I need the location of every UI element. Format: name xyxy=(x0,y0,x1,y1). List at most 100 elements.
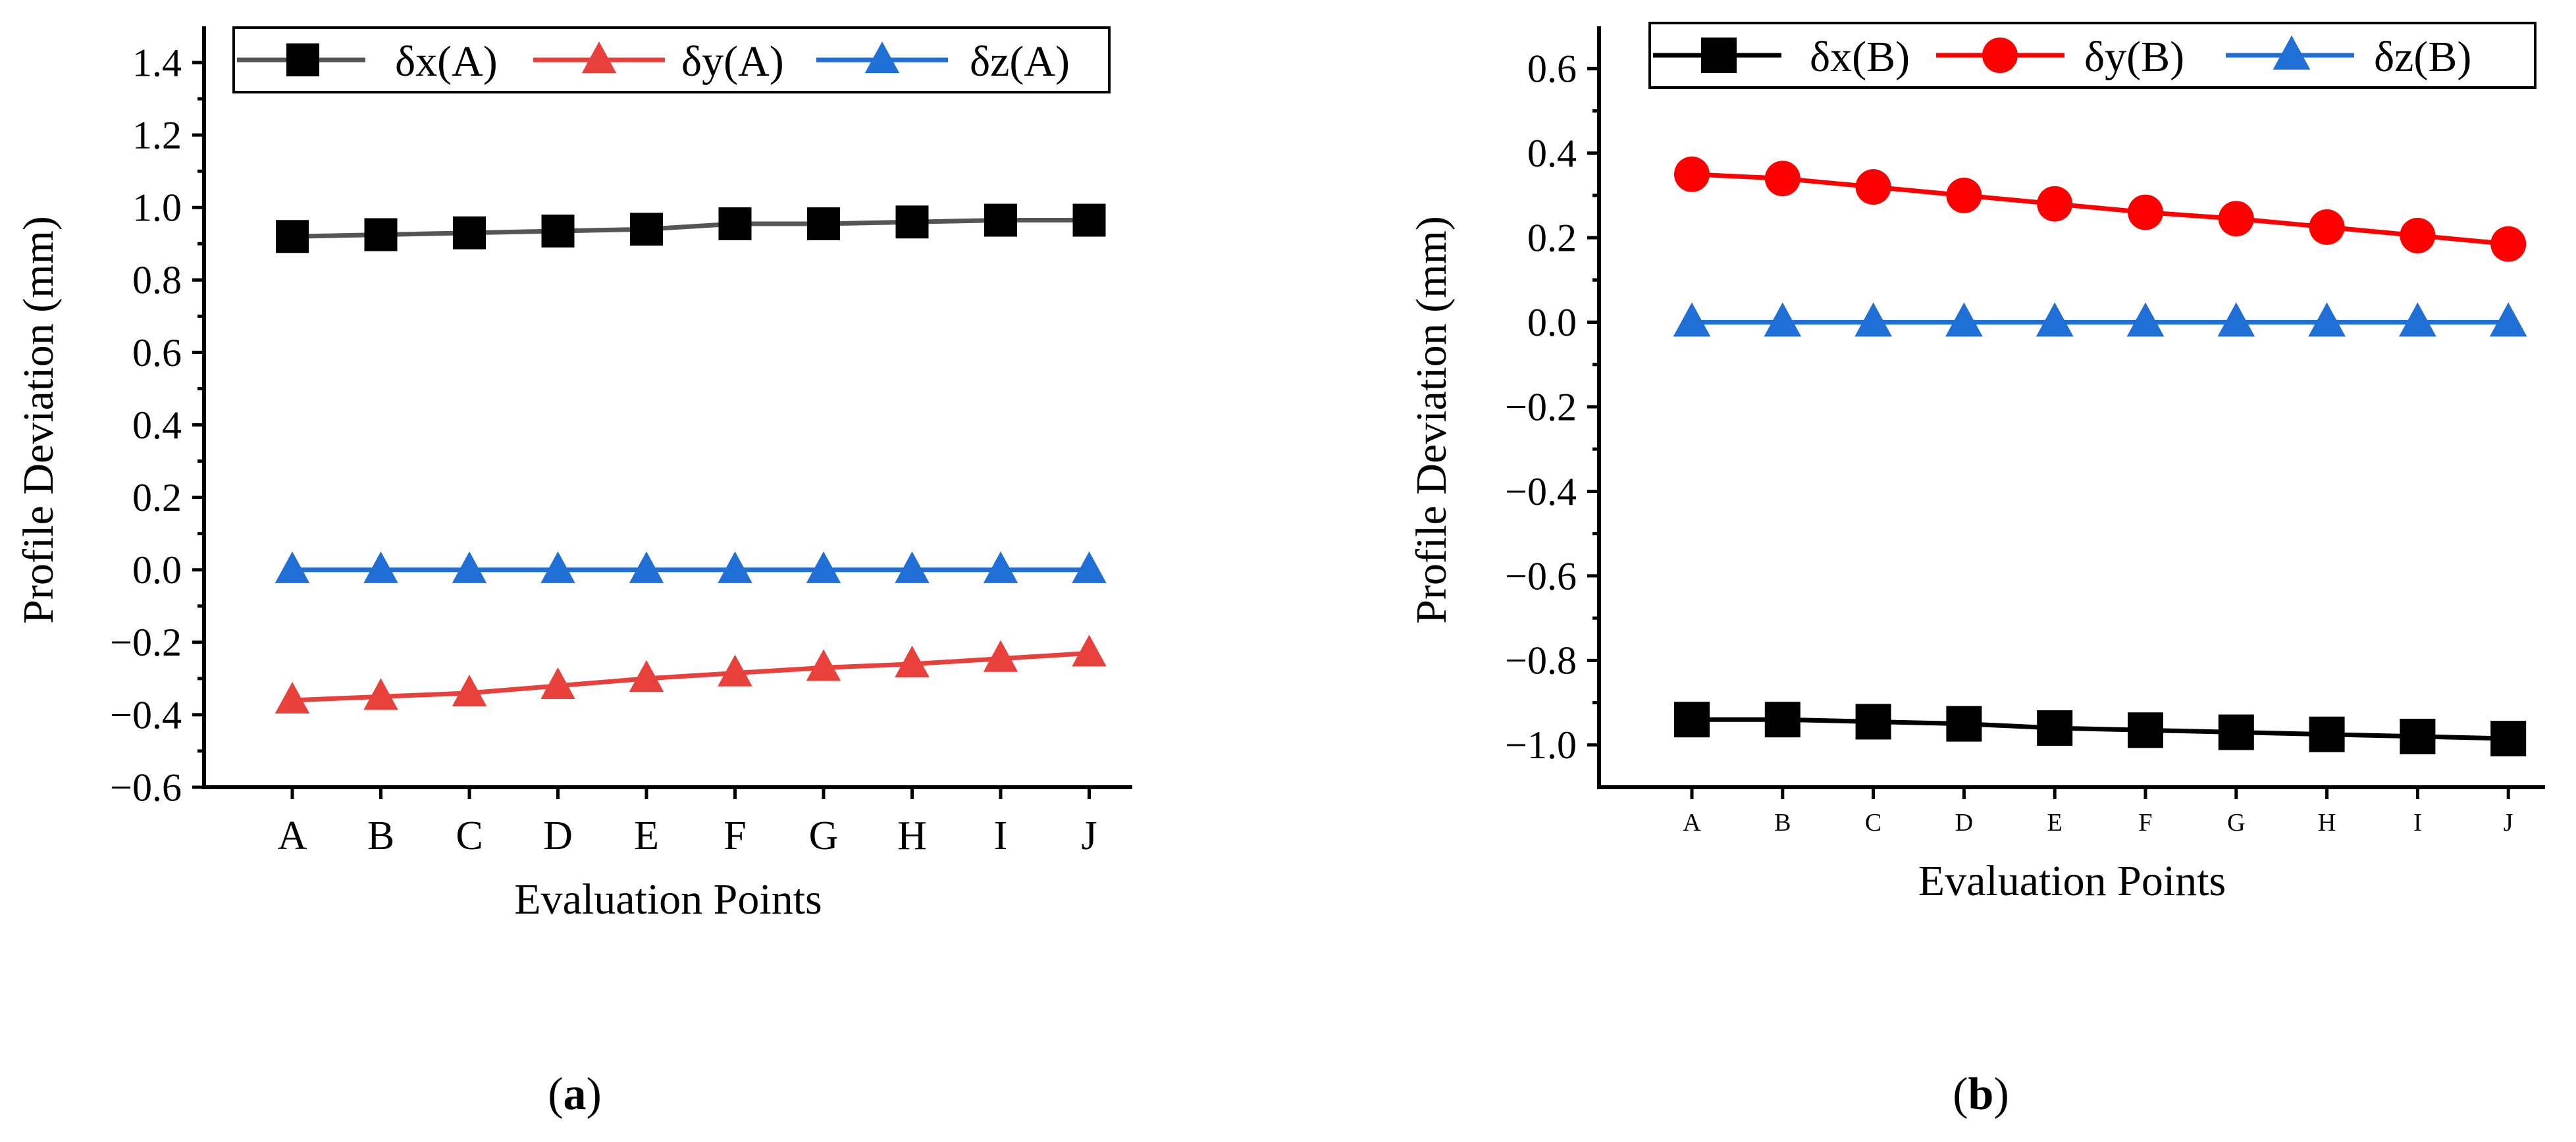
y-tick-label: 0.4 xyxy=(1527,132,1577,175)
data-point-series-1 xyxy=(1855,704,1891,740)
data-point-series-2 xyxy=(1946,177,1982,213)
data-point-series-3 xyxy=(363,551,398,583)
y-tick-label: −0.2 xyxy=(110,621,182,664)
y-tick-label: −1.0 xyxy=(1505,723,1577,767)
y-tick-label: 0.0 xyxy=(132,548,182,592)
legend-label: δx(B) xyxy=(1810,33,1910,81)
data-point-series-2 xyxy=(983,640,1018,672)
legend-label: δz(B) xyxy=(2374,33,2471,81)
data-point-series-1 xyxy=(453,216,486,249)
data-point-series-2 xyxy=(2490,226,2527,262)
x-tick-label: I xyxy=(2413,809,2422,837)
legend-marker xyxy=(1982,38,2018,73)
panel-label-open-paren: ( xyxy=(1953,1069,1968,1120)
series-line-2 xyxy=(1691,172,2509,247)
data-point-series-3 xyxy=(2308,302,2346,337)
y-tick-label: 1.0 xyxy=(132,186,182,230)
data-point-series-3 xyxy=(1072,551,1107,583)
data-point-series-2 xyxy=(452,674,487,707)
data-point-series-3 xyxy=(452,551,487,583)
x-tick-label: F xyxy=(723,814,746,858)
legend-marker xyxy=(286,43,319,76)
y-tick-label: 0.6 xyxy=(132,331,182,375)
data-point-series-1 xyxy=(364,218,398,251)
panel-label: (a) xyxy=(548,1069,602,1120)
x-tick-label: H xyxy=(897,814,927,858)
y-tick-label: 0.0 xyxy=(1527,301,1577,344)
x-tick-label: A xyxy=(1683,809,1701,837)
y-tick-label: −0.2 xyxy=(1505,385,1577,428)
data-point-series-2 xyxy=(1072,635,1107,667)
data-point-series-3 xyxy=(1673,302,1711,337)
x-tick-label: C xyxy=(456,814,483,858)
y-tick-label: 0.2 xyxy=(1527,217,1577,260)
x-tick-label: I xyxy=(994,814,1008,858)
data-point-series-1 xyxy=(718,207,752,241)
panel-label-open-paren: ( xyxy=(548,1069,563,1120)
x-axis-title: Evaluation Points xyxy=(514,875,822,923)
data-point-series-2 xyxy=(363,678,398,710)
x-tick-label: D xyxy=(1955,809,1973,837)
y-tick-label: −0.4 xyxy=(1505,470,1577,513)
data-point-series-3 xyxy=(629,551,664,583)
y-tick-label: 0.2 xyxy=(132,476,182,519)
legend-marker xyxy=(2273,35,2311,70)
legend-marker xyxy=(864,41,900,74)
x-tick-label: H xyxy=(2318,809,2336,837)
x-tick-label: B xyxy=(367,814,394,858)
data-point-series-1 xyxy=(2490,721,2527,757)
y-tick-label: −0.4 xyxy=(110,693,182,737)
series-line-1 xyxy=(1692,717,2509,741)
y-tick-label: 1.4 xyxy=(132,41,182,84)
data-point-series-1 xyxy=(276,220,309,253)
x-tick-label: J xyxy=(1081,814,1097,858)
data-point-series-3 xyxy=(2399,302,2436,337)
x-tick-label: E xyxy=(634,814,659,858)
data-point-series-1 xyxy=(1674,702,1710,738)
data-point-series-3 xyxy=(2036,302,2074,337)
y-tick-label: 0.4 xyxy=(132,403,182,447)
series-line-2 xyxy=(292,650,1090,703)
data-point-series-2 xyxy=(2400,217,2436,253)
data-point-series-2 xyxy=(275,681,310,714)
panel-label: (b) xyxy=(1953,1069,2009,1120)
data-point-series-2 xyxy=(2037,186,2073,222)
data-point-series-3 xyxy=(983,551,1018,583)
chart-b-svg: −1.0 −0.8 −0.6 −0.4 −0.2 0.0 0.2 0.4 0.6 A B C D E F G H… xyxy=(1407,22,2545,1120)
data-point-series-3 xyxy=(2489,302,2527,337)
x-tick-label: C xyxy=(1865,809,1881,837)
data-point-series-2 xyxy=(2218,201,2254,237)
legend-label: δy(A) xyxy=(681,38,784,86)
y-tick-label: −0.6 xyxy=(110,766,182,809)
data-point-series-2 xyxy=(540,667,575,700)
data-point-series-3 xyxy=(2126,302,2165,337)
chart-a-svg: −0.6 −0.4 −0.2 0.0 0.2 0.4 0.6 0.8 1.0 1.2 1.4 A B C D… xyxy=(14,26,1132,1120)
data-point-series-1 xyxy=(2400,718,2436,754)
data-point-series-3 xyxy=(540,551,575,583)
x-tick-label: E xyxy=(2047,809,2063,837)
data-point-series-2 xyxy=(1764,161,1801,197)
data-point-series-2 xyxy=(806,649,841,681)
x-tick-label: F xyxy=(2138,809,2152,837)
data-point-series-1 xyxy=(1764,702,1801,738)
chart-panel-a: −0.6 −0.4 −0.2 0.0 0.2 0.4 0.6 0.8 1.0 1.2 1.4 A B C D… xyxy=(14,26,1132,1120)
data-point-series-1 xyxy=(807,207,840,241)
x-tick-label: A xyxy=(278,814,307,858)
y-axis-title: Profile Deviation (mm) xyxy=(1407,216,1456,624)
data-point-series-1 xyxy=(2309,716,2345,752)
data-point-series-2 xyxy=(629,660,664,692)
legend-label: δy(B) xyxy=(2084,33,2184,81)
data-point-series-1 xyxy=(630,213,663,246)
data-point-series-3 xyxy=(2217,302,2255,337)
data-point-series-1 xyxy=(1072,203,1106,237)
data-point-series-3 xyxy=(1945,302,1983,337)
data-point-series-2 xyxy=(1674,156,1710,192)
data-point-series-2 xyxy=(2309,209,2345,246)
y-tick-label: 0.6 xyxy=(1527,47,1577,91)
data-point-series-2 xyxy=(1855,169,1891,205)
data-point-series-2 xyxy=(895,645,930,677)
x-tick-label: G xyxy=(809,814,839,858)
y-tick-label: −0.6 xyxy=(1505,554,1577,598)
panel-label-close-paren: ) xyxy=(1993,1069,2009,1120)
legend-box xyxy=(232,26,1111,93)
